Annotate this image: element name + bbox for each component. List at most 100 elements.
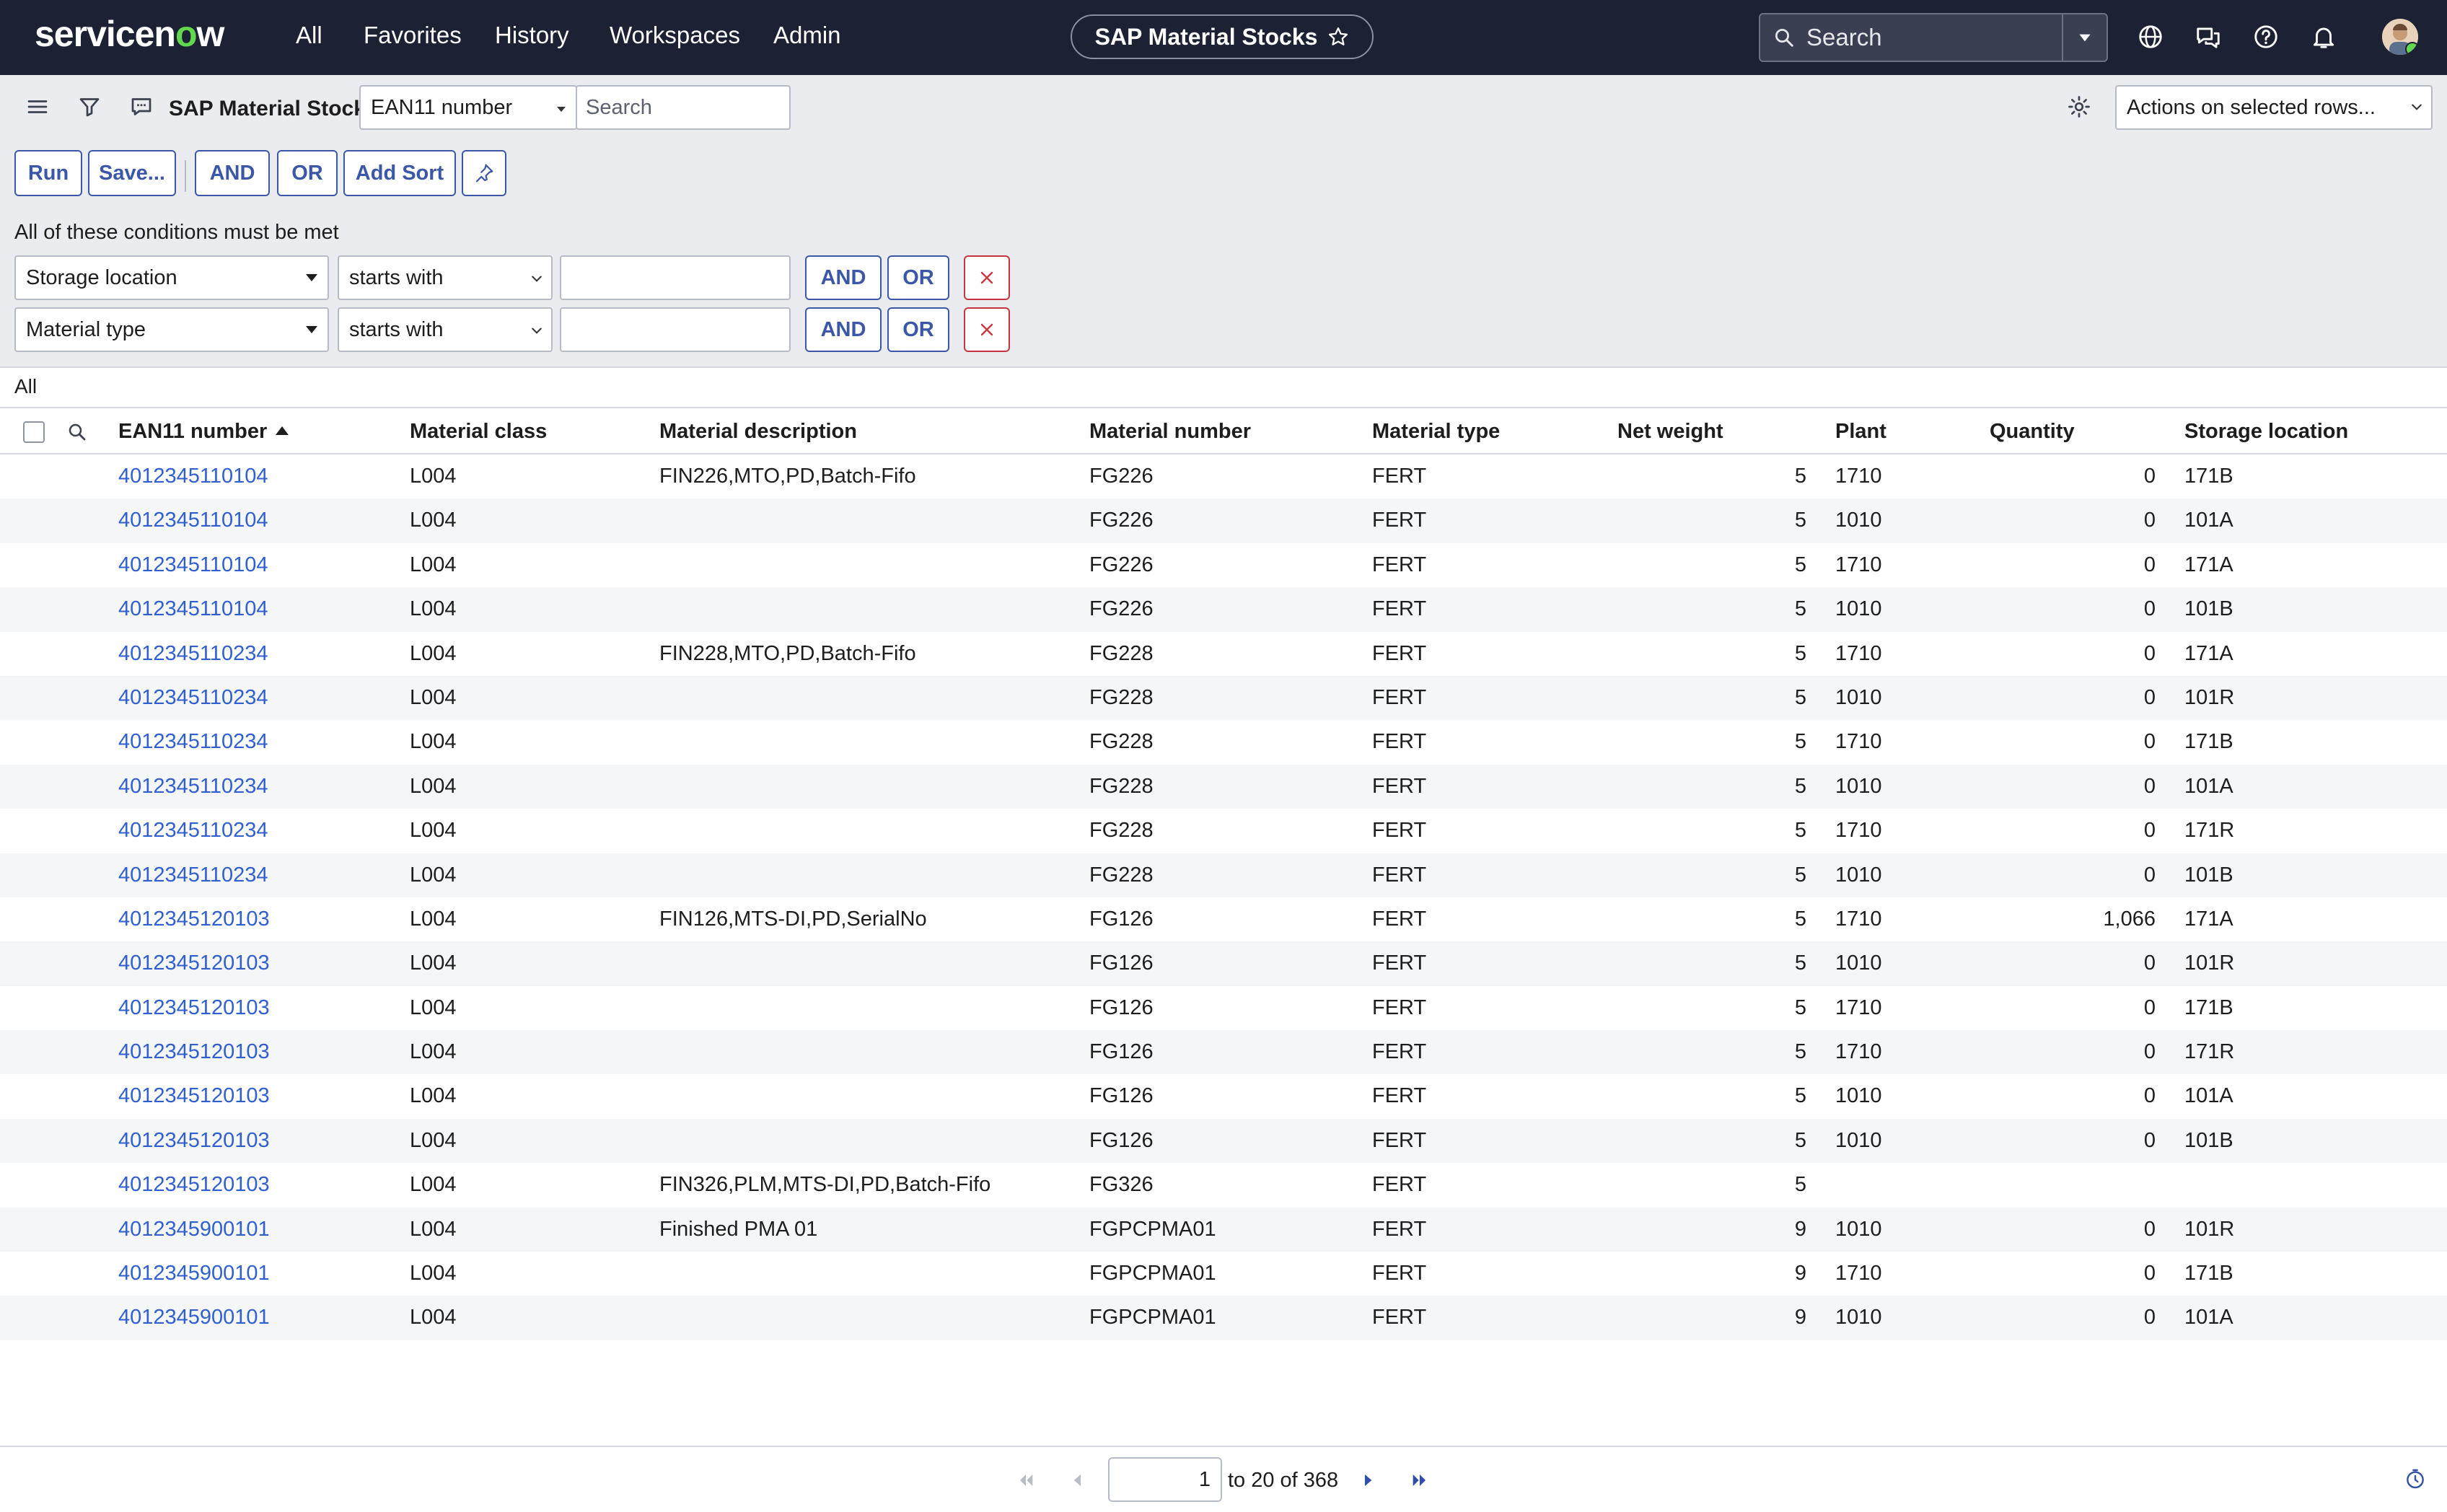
- table-row[interactable]: 4012345110234 L004 FG228 FERT 5 1710 0 171B: [0, 720, 2447, 764]
- table-row[interactable]: 4012345110234 L004 FG228 FERT 5 1010 0 101B: [0, 853, 2447, 897]
- cell-ean11-link[interactable]: 4012345120103: [118, 907, 270, 931]
- table-row[interactable]: 4012345120103 L004 FG126 FERT 5 1010 0 101A: [0, 1074, 2447, 1118]
- table-row[interactable]: 4012345110234 L004 FIN228,MTO,PD,Batch-Fif…: [0, 632, 2447, 676]
- column-header-quantity[interactable]: Quantity: [1990, 420, 2075, 443]
- cell-material-number: FG228: [1089, 863, 1154, 887]
- column-header-material-type[interactable]: Material type: [1372, 420, 1501, 443]
- table-row[interactable]: 4012345110104 L004 FIN226,MTO,PD,Batch-Fif…: [0, 454, 2447, 498]
- or-button[interactable]: OR: [277, 150, 338, 196]
- first-page-icon[interactable]: [1014, 1469, 1037, 1492]
- column-header-material-class[interactable]: Material class: [410, 420, 548, 443]
- table-row[interactable]: 4012345110234 L004 FG228 FERT 5 1710 0 171R: [0, 809, 2447, 853]
- condition-1-or-button[interactable]: OR: [887, 255, 949, 300]
- table-row[interactable]: 4012345120103 L004 FIN126,MTS-DI,PD,Serial…: [0, 897, 2447, 941]
- select-all-checkbox[interactable]: [23, 421, 45, 443]
- column-header-plant[interactable]: Plant: [1835, 420, 1886, 443]
- save-button[interactable]: Save...: [88, 150, 176, 196]
- condition-2-and-button[interactable]: AND: [805, 307, 882, 352]
- nav-history[interactable]: History: [495, 22, 569, 48]
- nav-favorites[interactable]: Favorites: [364, 22, 462, 48]
- table-row[interactable]: 4012345120103 L004 FG126 FERT 5 1010 0 101B: [0, 1118, 2447, 1164]
- cell-ean11-link[interactable]: 4012345110234: [118, 641, 268, 665]
- filter-icon[interactable]: [76, 94, 102, 120]
- previous-page-icon[interactable]: [1066, 1469, 1089, 1492]
- cell-ean11-link[interactable]: 4012345900101: [118, 1306, 270, 1329]
- cell-ean11-link[interactable]: 4012345120103: [118, 1128, 270, 1152]
- condition-2-or-button[interactable]: OR: [887, 307, 949, 352]
- cell-ean11-link[interactable]: 4012345120103: [118, 951, 270, 975]
- hamburger-menu-icon[interactable]: [25, 94, 50, 120]
- column-header-net-weight[interactable]: Net weight: [1617, 420, 1723, 443]
- cell-ean11-link[interactable]: 4012345110234: [118, 685, 268, 709]
- cell-ean11-link[interactable]: 4012345110234: [118, 863, 268, 887]
- next-page-icon[interactable]: [1356, 1469, 1379, 1492]
- column-header-material-description[interactable]: Material description: [659, 420, 857, 443]
- condition-2-value-input[interactable]: [560, 307, 791, 352]
- cell-ean11-link[interactable]: 4012345110234: [118, 730, 268, 754]
- nav-all[interactable]: All: [296, 22, 322, 48]
- column-header-ean11[interactable]: EAN11 number: [118, 420, 289, 444]
- servicenow-logo[interactable]: servicenow: [35, 14, 224, 54]
- condition-2-remove-button[interactable]: [964, 307, 1010, 352]
- page-number-input[interactable]: 1: [1108, 1457, 1222, 1502]
- cell-ean11-link[interactable]: 4012345120103: [118, 1040, 270, 1064]
- table-row[interactable]: 4012345900101 L004 FGPCPMA01 FERT 9 1710 0 171B: [0, 1252, 2447, 1296]
- cell-ean11-link[interactable]: 4012345110104: [118, 465, 268, 488]
- condition-2-field-select[interactable]: Material type: [14, 307, 329, 352]
- table-row[interactable]: 4012345110104 L004 FG226 FERT 5 1010 0 101A: [0, 498, 2447, 543]
- condition-1-and-button[interactable]: AND: [805, 255, 882, 300]
- column-header-material-number[interactable]: Material number: [1089, 420, 1251, 443]
- chat-icon[interactable]: [2195, 23, 2222, 50]
- condition-2-operator: starts with: [349, 317, 444, 341]
- table-row[interactable]: 4012345120103 L004 FG126 FERT 5 1710 0 171B: [0, 986, 2447, 1030]
- search-field-select[interactable]: EAN11 number: [359, 85, 577, 130]
- column-header-storage-location[interactable]: Storage location: [2184, 420, 2349, 443]
- table-row[interactable]: 4012345110104 L004 FG226 FERT 5 1010 0 101B: [0, 587, 2447, 632]
- run-button[interactable]: Run: [14, 150, 82, 196]
- user-avatar[interactable]: [2382, 19, 2418, 55]
- cell-ean11-link[interactable]: 4012345120103: [118, 1084, 270, 1108]
- last-page-icon[interactable]: [1408, 1469, 1431, 1492]
- comment-icon[interactable]: [128, 94, 154, 120]
- bell-icon[interactable]: [2310, 23, 2337, 50]
- table-row[interactable]: 4012345120103 L004 FIN326,PLM,MTS-DI,PD,Ba…: [0, 1163, 2447, 1207]
- response-time-icon[interactable]: [2404, 1467, 2427, 1490]
- cell-ean11-link[interactable]: 4012345110104: [118, 509, 268, 532]
- add-sort-button[interactable]: Add Sort: [343, 150, 456, 196]
- search-scope-dropdown[interactable]: [2062, 13, 2108, 62]
- actions-select[interactable]: Actions on selected rows...: [2115, 85, 2433, 130]
- table-row[interactable]: 4012345120103 L004 FG126 FERT 5 1010 0 101R: [0, 941, 2447, 986]
- cell-ean11-link[interactable]: 4012345110234: [118, 819, 268, 843]
- table-row[interactable]: 4012345110234 L004 FG228 FERT 5 1010 0 101A: [0, 764, 2447, 809]
- list-search-input[interactable]: Search: [576, 85, 791, 130]
- context-title-pill[interactable]: SAP Material Stocks: [1071, 14, 1374, 59]
- table-row[interactable]: 4012345110234 L004 FG228 FERT 5 1010 0 101R: [0, 675, 2447, 721]
- column-search-icon[interactable]: [66, 421, 88, 443]
- cell-ean11-link[interactable]: 4012345900101: [118, 1262, 270, 1285]
- nav-workspaces[interactable]: Workspaces: [610, 22, 740, 48]
- help-icon[interactable]: [2252, 23, 2280, 50]
- table-row[interactable]: 4012345900101 L004 FGPCPMA01 FERT 9 1010 0 101A: [0, 1296, 2447, 1340]
- cell-ean11-link[interactable]: 4012345120103: [118, 995, 270, 1019]
- cell-ean11-link[interactable]: 4012345110234: [118, 774, 268, 798]
- condition-2-operator-select[interactable]: starts with: [338, 307, 553, 352]
- table-row[interactable]: 4012345110104 L004 FG226 FERT 5 1710 0 171A: [0, 543, 2447, 587]
- star-icon[interactable]: [1327, 26, 1349, 48]
- table-row[interactable]: 4012345900101 L004 Finished PMA 01 FGPCPMA0…: [0, 1207, 2447, 1252]
- table-row[interactable]: 4012345120103 L004 FG126 FERT 5 1710 0 171R: [0, 1030, 2447, 1075]
- global-search-input[interactable]: Search: [1759, 13, 2063, 62]
- nav-admin[interactable]: Admin: [773, 22, 841, 48]
- and-button[interactable]: AND: [195, 150, 270, 196]
- gear-icon[interactable]: [2066, 94, 2092, 120]
- cell-ean11-link[interactable]: 4012345900101: [118, 1217, 270, 1241]
- condition-1-value-input[interactable]: [560, 255, 791, 300]
- pin-button[interactable]: [462, 150, 506, 196]
- cell-ean11-link[interactable]: 4012345110104: [118, 553, 268, 576]
- cell-ean11-link[interactable]: 4012345110104: [118, 597, 268, 621]
- breadcrumb[interactable]: All: [14, 375, 38, 397]
- cell-ean11-link[interactable]: 4012345120103: [118, 1173, 270, 1197]
- condition-1-operator-select[interactable]: starts with: [338, 255, 553, 300]
- condition-1-remove-button[interactable]: [964, 255, 1010, 300]
- condition-1-field-select[interactable]: Storage location: [14, 255, 329, 300]
- globe-icon[interactable]: [2137, 23, 2164, 50]
